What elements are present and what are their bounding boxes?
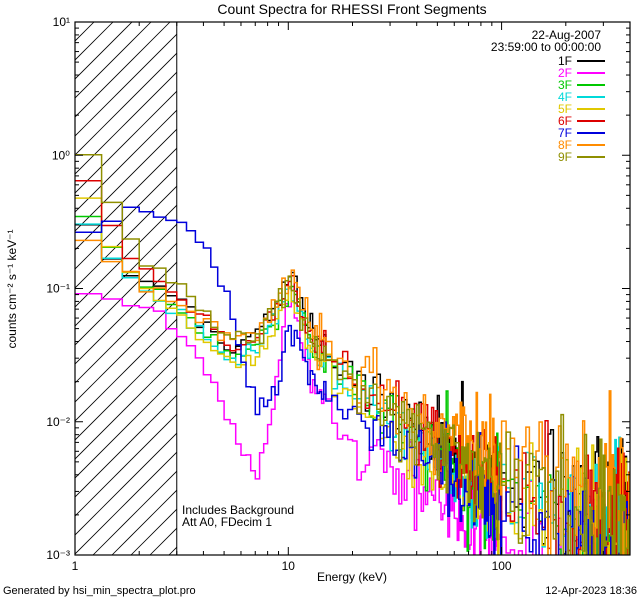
hatched-low-energy-region [75, 22, 177, 555]
background-note: Includes Background [182, 503, 294, 517]
legend-label-1F: 1F [558, 54, 572, 68]
legend-label-7F: 7F [558, 126, 572, 140]
x-tick-label: 1 [72, 559, 79, 573]
chart-title: Count Spectra for RHESSI Front Segments [217, 1, 486, 17]
y-tick-label: 10⁻³ [46, 548, 70, 562]
x-tick-label: 10 [282, 559, 296, 573]
y-axis-label: counts cm⁻² s⁻¹ keV⁻¹ [5, 229, 19, 348]
legend-label-5F: 5F [558, 102, 572, 116]
axis-ticks [74, 21, 630, 556]
y-tick-label: 10⁻² [46, 415, 70, 429]
legend-label-2F: 2F [558, 66, 572, 80]
y-tick-label: 10⁻¹ [46, 282, 70, 296]
x-axis-label: Energy (keV) [317, 570, 387, 584]
attenuator-note: Att A0, FDecim 1 [182, 515, 272, 529]
legend-label-9F: 9F [558, 150, 572, 164]
y-tick-label: 10¹ [53, 15, 70, 29]
chart-layer: 1 10 100 10¹ 10⁰ 10⁻¹ 10⁻² 10⁻³ 1F2F3F4F5F6F7F8F… [46, 15, 631, 573]
legend-label-8F: 8F [558, 138, 572, 152]
date-label: 22-Aug-2007 [532, 28, 602, 42]
generator-credit: Generated by hsi_min_spectra_plot.pro [3, 585, 196, 597]
x-tick-label: 100 [492, 559, 512, 573]
legend-label-3F: 3F [558, 78, 572, 92]
y-tick-label: 10⁰ [52, 148, 70, 162]
render-timestamp: 12-Apr-2023 18:36 [545, 585, 637, 597]
series-line-5F [75, 197, 629, 555]
legend-label-4F: 4F [558, 90, 572, 104]
time-range-label: 23:59:00 to 00:00:00 [491, 40, 601, 54]
spectra-series-group [75, 154, 630, 555]
series-line-9F [75, 154, 630, 555]
legend-label-6F: 6F [558, 114, 572, 128]
